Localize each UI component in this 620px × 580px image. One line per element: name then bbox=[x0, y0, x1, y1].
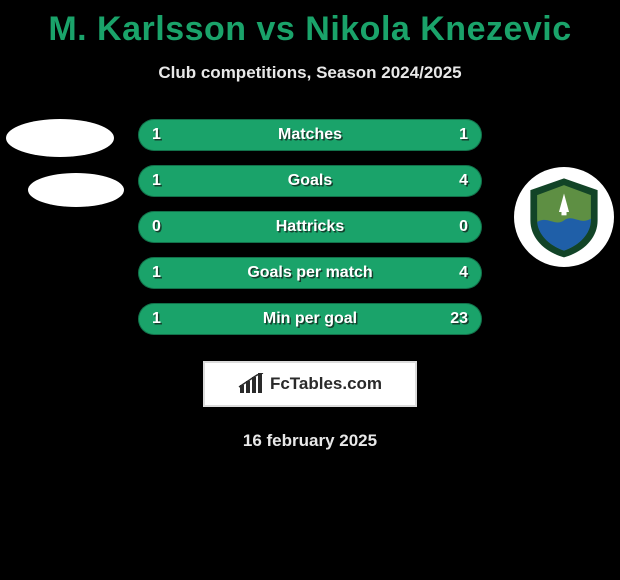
stat-row: 1 Goals per match 4 bbox=[138, 257, 482, 289]
stat-right-value: 4 bbox=[440, 172, 468, 190]
avatar-placeholder-icon bbox=[6, 119, 114, 157]
bars-icon bbox=[238, 373, 264, 395]
brand-text: FcTables.com bbox=[270, 374, 382, 394]
stat-right-value: 4 bbox=[440, 264, 468, 282]
stat-right-value: 0 bbox=[440, 218, 468, 236]
stat-row: 1 Goals 4 bbox=[138, 165, 482, 197]
stat-left-value: 0 bbox=[152, 218, 180, 236]
stat-rows: 1 Matches 1 1 Goals 4 0 Hattricks 0 1 Go… bbox=[138, 119, 482, 335]
sounders-badge-icon bbox=[522, 175, 606, 259]
subtitle: Club competitions, Season 2024/2025 bbox=[0, 63, 620, 83]
left-player-avatar-2 bbox=[6, 173, 124, 207]
avatar-placeholder-icon bbox=[28, 173, 124, 207]
stat-label: Hattricks bbox=[180, 218, 440, 236]
stat-row: 1 Min per goal 23 bbox=[138, 303, 482, 335]
stat-label: Min per goal bbox=[180, 310, 440, 328]
page-title: M. Karlsson vs Nikola Knezevic bbox=[0, 0, 620, 49]
stat-label: Matches bbox=[180, 126, 440, 144]
stat-label: Goals per match bbox=[180, 264, 440, 282]
right-player-club-badge bbox=[514, 167, 614, 267]
stat-left-value: 1 bbox=[152, 126, 180, 144]
left-player-avatar-1 bbox=[6, 119, 114, 157]
date-text: 16 february 2025 bbox=[0, 431, 620, 451]
stat-left-value: 1 bbox=[152, 264, 180, 282]
stat-label: Goals bbox=[180, 172, 440, 190]
stat-left-value: 1 bbox=[152, 172, 180, 190]
stat-right-value: 1 bbox=[440, 126, 468, 144]
brand-box: FcTables.com bbox=[203, 361, 417, 407]
stat-right-value: 23 bbox=[440, 310, 468, 328]
stat-left-value: 1 bbox=[152, 310, 180, 328]
comparison-content: 1 Matches 1 1 Goals 4 0 Hattricks 0 1 Go… bbox=[0, 119, 620, 451]
stat-row: 1 Matches 1 bbox=[138, 119, 482, 151]
stat-row: 0 Hattricks 0 bbox=[138, 211, 482, 243]
